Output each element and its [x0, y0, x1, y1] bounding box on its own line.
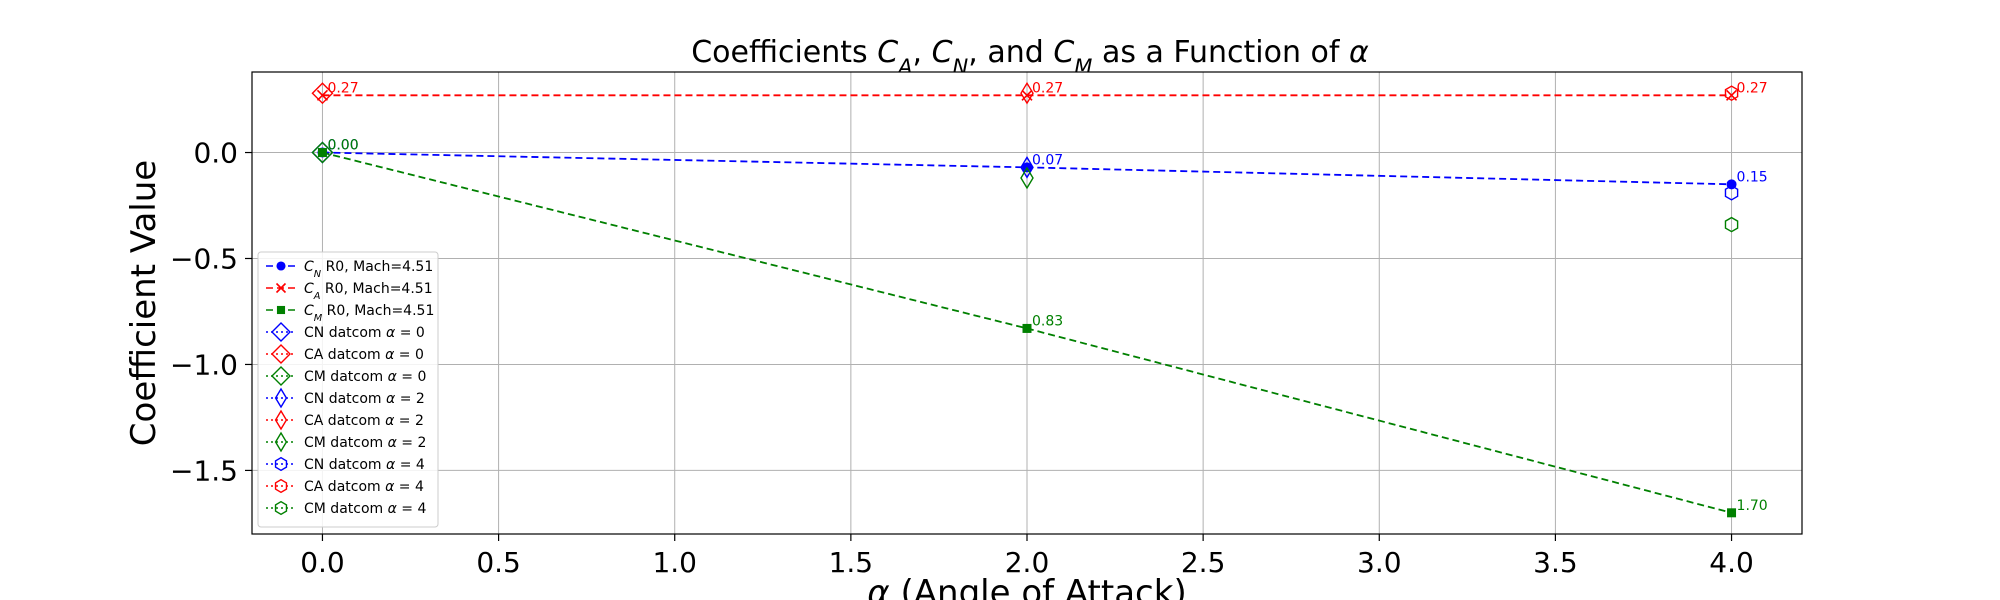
data-label-ca: 0.27: [327, 80, 358, 96]
x-axis-title: α (Angle of Attack): [867, 573, 1186, 600]
data-point-cm: [1022, 323, 1032, 333]
legend-label: CN datcom α = 2: [304, 391, 425, 407]
data-point-cm: [317, 148, 327, 158]
x-tick-label: 3.0: [1357, 546, 1402, 579]
legend-label: CM R0, Mach=4.51: [304, 303, 434, 324]
legend-entry: CA datcom α = 4: [266, 478, 424, 495]
legend-entry: CN R0, Mach=4.51: [266, 259, 433, 280]
legend-entry: CM R0, Mach=4.51: [266, 303, 434, 324]
datcom-point-cn: [1020, 156, 1034, 179]
legend-marker: [275, 282, 287, 294]
legend-entry: CN datcom α = 2: [266, 387, 425, 409]
y-tick-label: −0.5: [170, 242, 238, 275]
legend-marker: [271, 366, 291, 386]
datcom-point-cm: [1724, 216, 1739, 233]
legend-entry: CM datcom α = 2: [266, 431, 426, 453]
legend-label: CM datcom α = 4: [304, 501, 426, 517]
x-tick-label: 0.0: [300, 546, 345, 579]
ticks: 0.0 0.5 1.0 1.5 2.0 2.5 3.0 3.5 4.0 0.0 −0.5 −1.0 −1…: [170, 137, 1754, 579]
data-label-cn: 0.15: [1737, 169, 1768, 185]
x-tick-label: 2.5: [1181, 546, 1226, 579]
legend-entry: CM datcom α = 4: [266, 500, 426, 517]
legend-label: CM datcom α = 2: [304, 435, 426, 451]
y-axis-title: Coefficient Value: [124, 160, 164, 446]
legend-marker: [274, 500, 288, 516]
x-tick-label: 0.5: [476, 546, 521, 579]
legend-marker: [271, 344, 291, 364]
legend-label: CA datcom α = 0: [304, 347, 424, 363]
y-tick-label: −1.5: [170, 454, 238, 487]
legend-label: CA datcom α = 2: [304, 413, 424, 429]
x-tick-label: 1.0: [652, 546, 697, 579]
legend-marker: [274, 478, 288, 494]
marker-layer: [311, 81, 1739, 518]
datcom-point-ca: [1724, 85, 1739, 101]
legend-marker: [276, 261, 286, 271]
data-label-ca: 0.27: [1737, 80, 1768, 96]
legend-entry: CA datcom α = 2: [266, 409, 424, 431]
x-tick-label: 3.5: [1533, 546, 1578, 579]
legend-entry: CM datcom α = 0: [266, 366, 426, 386]
legend-marker: [274, 387, 288, 409]
legend-entry: CN datcom α = 4: [266, 456, 425, 473]
data-labels: 0.000.070.150.27 0.27 0.270.000.831.70: [327, 80, 1767, 513]
datcom-point-cm: [1020, 166, 1034, 190]
datcom-point-ca: [311, 82, 334, 105]
y-tick-label: 0.0: [193, 137, 238, 170]
legend-marker: [276, 305, 286, 315]
legend-marker: [274, 456, 288, 472]
data-label-cm: 0.83: [1032, 313, 1063, 329]
legend-entry: CN datcom α = 0: [266, 322, 425, 342]
data-label-cn: 0.00: [327, 138, 358, 154]
x-tick-label: 1.5: [829, 546, 874, 579]
legend-label: CN R0, Mach=4.51: [304, 259, 433, 280]
data-label-cn: 0.07: [1032, 152, 1063, 168]
data-label-ca: 0.27: [1032, 80, 1063, 96]
data-point-cm: [1727, 508, 1737, 518]
data-label-cm: 1.70: [1737, 498, 1768, 514]
legend-label: CN datcom α = 4: [304, 457, 425, 473]
legend-entry: CA R0, Mach=4.51: [266, 281, 433, 302]
legend-label: CA datcom α = 4: [304, 479, 424, 495]
data-label-cm: 0.00: [327, 138, 358, 154]
data-point-ca: [316, 89, 329, 101]
legend-box: [257, 251, 439, 528]
legend-entry: CA datcom α = 0: [266, 344, 424, 364]
legend-marker: [271, 322, 291, 342]
legend-marker: [274, 431, 288, 453]
legend-label: CN datcom α = 0: [304, 325, 425, 341]
datcom-point-cn: [1724, 184, 1739, 201]
x-tick-label: 2.0: [1005, 546, 1050, 579]
legend-label: CM datcom α = 0: [304, 369, 426, 385]
legend-marker: [274, 409, 288, 431]
datcom-point-ca: [1020, 81, 1034, 105]
x-tick-label: 4.0: [1709, 546, 1754, 579]
datcom-point-cm: [311, 141, 334, 164]
y-tick-label: −1.0: [170, 348, 238, 381]
legend-label: CA R0, Mach=4.51: [304, 281, 433, 302]
